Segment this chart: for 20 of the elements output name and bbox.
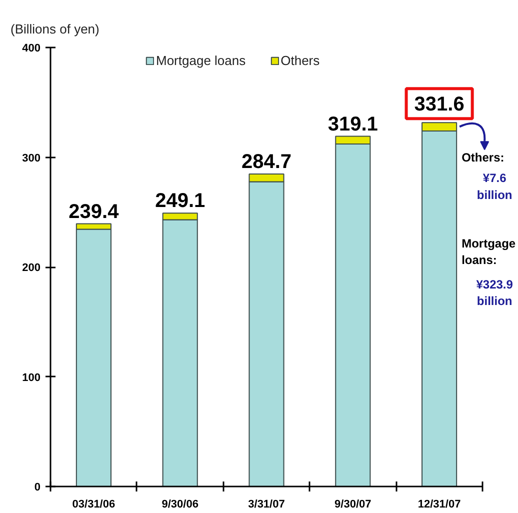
total-label: 239.4 [68, 200, 120, 223]
y-axis-title: (Billions of yen) [10, 22, 100, 36]
y-tick-label: 300 [22, 152, 41, 164]
total-label: 319.1 [328, 113, 378, 136]
y-tick-label: 0 [34, 482, 41, 494]
x-tick-label: 3/31/07 [248, 498, 285, 510]
legend-label: Mortgage loans [156, 53, 246, 68]
annotation: Others: ¥7.6 billion [462, 150, 512, 202]
total-label: 331.6 [414, 94, 464, 116]
x-tick-label: 9/30/06 [162, 498, 198, 510]
total-label: 284.7 [241, 151, 292, 174]
y-tick-label: 200 [22, 262, 41, 274]
y-tick-label: 400 [22, 42, 41, 54]
total-label: 249.1 [155, 190, 206, 212]
x-tick-label: 03/31/06 [72, 498, 116, 510]
x-tick-label: 12/31/07 [418, 498, 461, 510]
annotation: Mortgage loans: ¥323.9 billion [462, 236, 516, 308]
legend-label: Others [280, 53, 320, 68]
y-tick-label: 100 [22, 372, 41, 384]
x-tick-label: 9/30/07 [334, 498, 372, 510]
